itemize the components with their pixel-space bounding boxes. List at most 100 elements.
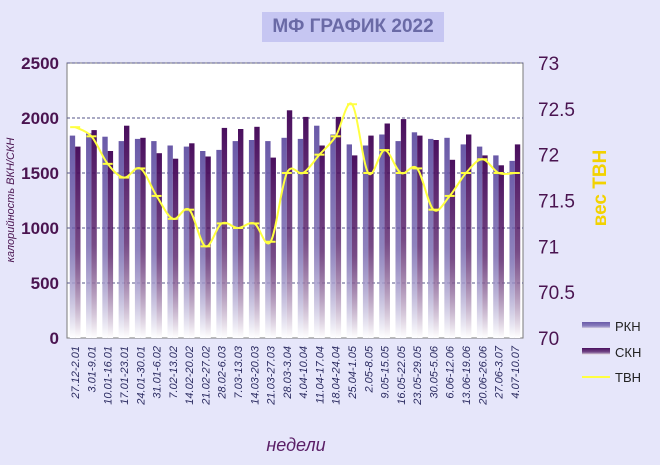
bar-skn (140, 137, 146, 338)
y2-tick-label: 72 (538, 146, 559, 167)
y2-tick-label: 70 (538, 329, 559, 350)
bar-skn (221, 127, 228, 339)
bar-skn (156, 153, 162, 338)
x-tick-label: 6.06-12.06 (445, 345, 457, 398)
weight-line (70, 102, 520, 248)
legend-label-tvn: ТВН (615, 370, 641, 385)
bar-rkn (118, 141, 124, 338)
bar-skn (124, 125, 130, 338)
chart-title-box: МФ ГРАФИК 2022 (262, 12, 444, 42)
y2-tick-label: 70.5 (538, 283, 575, 304)
axis-ticks: 0 500 1000 1500 2000 2500 70 70.5 71 71.5 72 72.5 73… (21, 54, 575, 406)
x-tick-label: 21.02-27.02 (200, 346, 212, 406)
x-tick-label: 25.04-1.05 (347, 345, 359, 399)
bar-rkn (297, 138, 304, 338)
x-tick-label: 27.06-3.07 (494, 345, 506, 399)
x-tick-label: 27.12-2.01 (70, 346, 82, 400)
bar-rkn (167, 145, 173, 338)
x-tick-label: 4.04-10.04 (298, 346, 310, 399)
bar-rkn (395, 141, 401, 338)
x-tick-label: 18.04-24.04 (331, 346, 343, 405)
bar-rkn (346, 144, 352, 338)
x-tick-label: 14.02-20.02 (184, 346, 196, 405)
legend-swatch-skn (582, 348, 610, 355)
x-tick-label: 13.06-19.06 (461, 345, 473, 405)
bar-rkn (69, 135, 76, 338)
weight-line-path (74, 102, 515, 248)
bar-rkn (183, 146, 190, 338)
x-tick-label: 14.03-20.03 (249, 345, 261, 405)
y2-tick-label: 73 (538, 54, 559, 75)
bar-rkn (216, 149, 222, 338)
y-tick-label: 1000 (21, 219, 59, 238)
bar-rkn (428, 138, 434, 338)
bar-skn (368, 135, 374, 338)
bar-rkn (330, 134, 336, 338)
bar-skn (75, 146, 81, 338)
y-tick-label: 2500 (21, 54, 59, 73)
x-tick-label: 4.07-10.07 (510, 345, 522, 398)
bar-rkn (265, 141, 271, 338)
x-axis-label: недели (266, 435, 325, 455)
x-tick-label: 3.01-9.01 (86, 346, 98, 392)
chart-title: МФ ГРАФИК 2022 (272, 16, 434, 37)
x-tick-label: 24.01-30.01 (135, 346, 147, 406)
bar-skn (498, 165, 504, 338)
bar-skn (172, 158, 179, 338)
y-tick-label: 500 (31, 274, 59, 293)
x-tick-label: 16.05-22.05 (396, 345, 408, 405)
bar-rkn (493, 155, 499, 338)
bar-skn (433, 140, 439, 338)
bar-rkn (362, 145, 369, 338)
x-tick-label: 20.06-26.06 (477, 345, 489, 406)
legend-label-skn: СКН (615, 345, 641, 360)
bar-rkn (476, 146, 483, 338)
x-tick-label: 7.03-13.03 (233, 345, 245, 398)
bar-rkn (248, 140, 255, 338)
bar-skn (384, 123, 390, 338)
bar-rkn (151, 141, 157, 338)
legend-label-rkn: РКН (615, 319, 641, 334)
bar-skn (238, 129, 244, 338)
x-tick-label: 2.05-8.05 (363, 345, 375, 393)
x-tick-label: 21.03-27.03 (266, 345, 278, 406)
x-tick-label: 28.02-6.03 (217, 345, 229, 399)
bar-skn (466, 134, 472, 338)
legend: РКН СКН ТВН (582, 319, 641, 385)
bar-rkn (232, 141, 238, 338)
bars (69, 110, 521, 339)
bar-rkn (379, 134, 385, 338)
bar-skn (319, 145, 325, 338)
x-tick-label: 17.01-23.01 (119, 346, 131, 405)
y-tick-label: 0 (50, 329, 59, 348)
x-tick-label: 28.03-3.04 (282, 346, 294, 400)
bar-skn (400, 119, 407, 338)
x-tick-label: 31.01-6.02 (152, 346, 164, 399)
bar-skn (286, 110, 293, 338)
bar-rkn (411, 132, 418, 338)
bar-rkn (314, 125, 320, 338)
bar-skn (335, 116, 342, 339)
bar-skn (107, 151, 114, 338)
y2-tick-label: 71 (538, 237, 559, 258)
bar-skn (270, 157, 276, 338)
x-tick-label: 10.01-16.01 (103, 346, 115, 405)
y-axis-label: калорийность ВКН/СКН (5, 138, 17, 263)
x-tick-label: 30.05-5.06 (428, 345, 440, 398)
bar-rkn (281, 137, 287, 338)
y2-tick-label: 71.5 (538, 192, 575, 213)
bar-skn (352, 155, 358, 338)
y-tick-label: 1500 (21, 164, 59, 183)
bar-skn (254, 126, 260, 338)
bar-skn (303, 116, 309, 339)
bar-skn (189, 143, 195, 338)
x-tick-label: 11.04-17.04 (314, 346, 326, 404)
y2-tick-label: 72.5 (538, 100, 575, 121)
bar-rkn (134, 138, 141, 338)
bar-skn (482, 155, 488, 338)
bar-rkn (444, 137, 450, 338)
x-tick-label: 7.02-13.02 (168, 346, 180, 399)
y2-axis-label: вес ТВН (590, 150, 611, 227)
x-tick-label: 23.05-29.05 (412, 345, 424, 406)
y-tick-label: 2000 (21, 109, 59, 128)
